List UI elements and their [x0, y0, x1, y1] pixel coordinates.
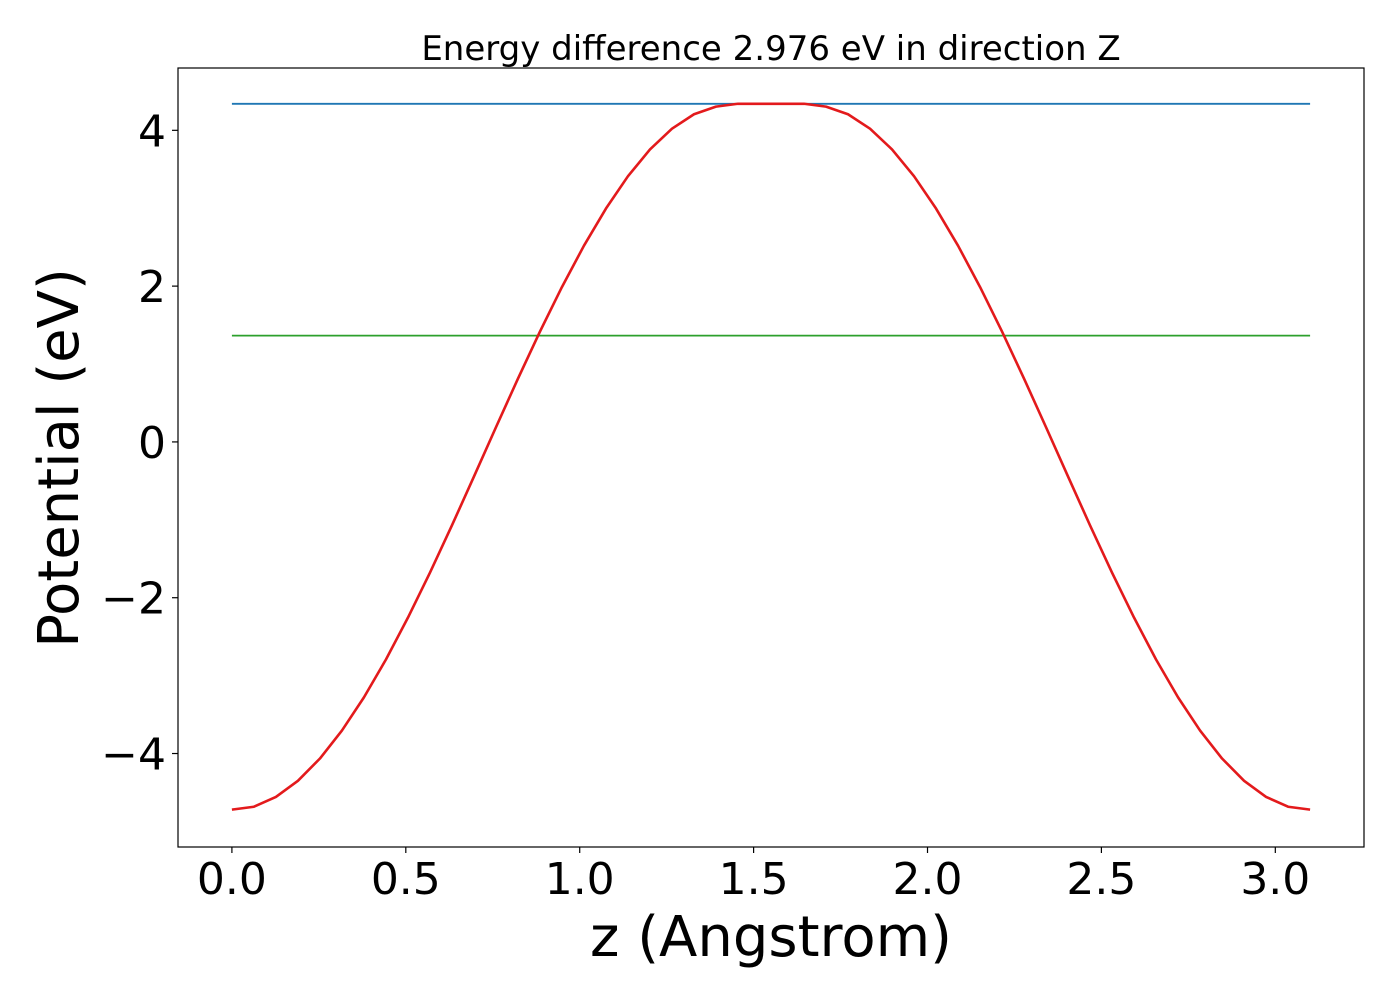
x-axis-title: z (Angstrom) [590, 905, 952, 970]
y-tick-label: 4 [138, 106, 166, 157]
y-axis: −4 −2 0 2 4 [101, 106, 178, 781]
x-tick-label: 1.5 [719, 854, 789, 905]
series-line-3 [231, 102, 1311, 811]
plot-frame [177, 67, 1365, 848]
x-tick-label: 0.0 [197, 854, 267, 905]
y-tick-label: −4 [101, 730, 166, 781]
x-tick-label: 2.0 [893, 854, 963, 905]
x-tick-label: 1.0 [545, 854, 615, 905]
y-tick-label: −2 [101, 574, 166, 625]
y-tick-label: 0 [138, 418, 166, 469]
y-axis-title: Potential (eV) [27, 268, 92, 648]
x-tick-label: 3.0 [1240, 854, 1310, 905]
x-tick-label: 0.5 [371, 854, 441, 905]
x-axis: 0.0 0.5 1.0 1.5 2.0 2.5 3.0 [197, 847, 1310, 905]
x-tick-label: 2.5 [1066, 854, 1136, 905]
chart-title: Energy difference 2.976 eV in direction … [421, 29, 1120, 69]
plot-area [231, 102, 1311, 811]
y-tick-label: 2 [138, 262, 166, 313]
